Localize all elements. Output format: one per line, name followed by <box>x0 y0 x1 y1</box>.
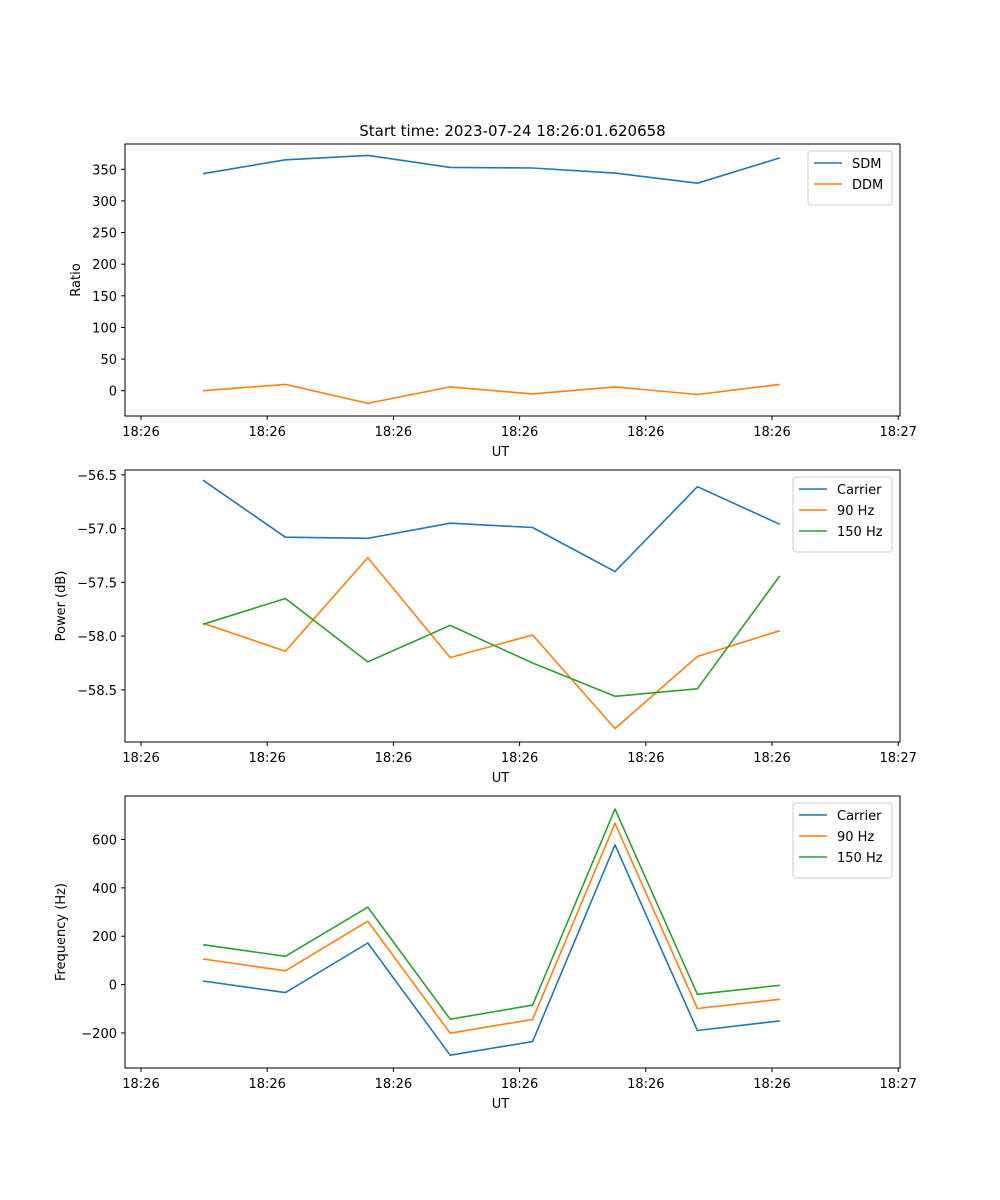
y-tick-label: −56.5 <box>77 469 117 484</box>
legend-box <box>792 802 893 879</box>
series-line-90-hz <box>202 556 781 730</box>
x-tick-label: 18:26 <box>375 1077 412 1092</box>
legend-label: SDM <box>852 157 881 172</box>
y-tick-label: 100 <box>92 321 117 336</box>
x-tick-label: 18:26 <box>375 425 412 440</box>
x-tick-label: 18:27 <box>879 751 916 766</box>
x-tick-label: 18:26 <box>627 425 664 440</box>
chart-panel-1: 18:26 18:26 18:26 18:26 18:26 18:26 18:27 0 50 10… <box>69 143 917 460</box>
legend-label: Carrier <box>837 483 882 498</box>
legend: SDM DDM <box>807 150 893 206</box>
x-axis-label: UT <box>492 1097 510 1112</box>
legend-box <box>807 150 893 206</box>
chart-panel-2: 18:26 18:26 18:26 18:26 18:26 18:26 18:27 −58.5… <box>54 469 917 786</box>
x-tick-label: 18:26 <box>627 751 664 766</box>
legend-label: DDM <box>852 178 883 193</box>
y-tick-label: 350 <box>92 163 117 178</box>
series-line-carrier <box>202 479 781 573</box>
y-tick-label: −57.5 <box>77 576 117 591</box>
x-tick-label: 18:26 <box>248 425 285 440</box>
series-line-90-hz <box>202 822 780 1034</box>
series-line-sdm <box>202 154 781 184</box>
y-tick-label: 50 <box>100 353 117 368</box>
series-line-ddm <box>202 383 780 405</box>
x-tick-label: 18:26 <box>753 751 790 766</box>
x-axis-label: UT <box>492 445 510 460</box>
x-tick-label: 18:26 <box>248 1077 285 1092</box>
y-tick-label: 200 <box>92 258 117 273</box>
plot-frame <box>124 795 901 1069</box>
legend-label: 90 Hz <box>837 830 874 845</box>
x-axis-label: UT <box>492 771 510 786</box>
x-tick-label: 18:26 <box>753 1077 790 1092</box>
legend-label: 90 Hz <box>837 504 874 519</box>
x-tick-label: 18:26 <box>248 751 285 766</box>
x-tick-label: 18:26 <box>122 425 159 440</box>
legend-label: 150 Hz <box>837 525 883 540</box>
legend-label: Carrier <box>837 809 882 824</box>
x-tick-label: 18:26 <box>122 751 159 766</box>
y-tick-label: −57.0 <box>77 523 117 538</box>
y-tick-label: 0 <box>109 385 117 400</box>
x-tick-label: 18:26 <box>753 425 790 440</box>
x-tick-label: 18:26 <box>501 1077 538 1092</box>
y-tick-label: 200 <box>92 930 117 945</box>
x-tick-label: 18:26 <box>375 751 412 766</box>
y-tick-label: −200 <box>81 1027 117 1042</box>
y-tick-label: 0 <box>109 979 117 994</box>
legend-label: 150 Hz <box>837 851 883 866</box>
x-tick-label: 18:27 <box>879 425 916 440</box>
y-tick-label: 150 <box>92 290 117 305</box>
x-tick-label: 18:27 <box>879 1077 916 1092</box>
series-line-150-hz <box>202 808 780 1021</box>
legend-box <box>792 476 893 553</box>
x-tick-label: 18:26 <box>501 751 538 766</box>
series-line-150-hz <box>202 575 781 698</box>
x-tick-label: 18:26 <box>627 1077 664 1092</box>
legend: Carrier 90 Hz 150 Hz <box>792 802 893 879</box>
x-tick-label: 18:26 <box>122 1077 159 1092</box>
y-tick-label: 300 <box>92 195 117 210</box>
y-tick-label: 600 <box>92 834 117 849</box>
y-axis-label: Power (dB) <box>54 571 69 642</box>
plot-frame <box>124 143 901 417</box>
x-tick-label: 18:26 <box>501 425 538 440</box>
figure-title: Start time: 2023-07-24 18:26:01.620658 <box>359 122 665 140</box>
y-tick-label: 400 <box>92 882 117 897</box>
chart-panel-3: 18:26 18:26 18:26 18:26 18:26 18:26 18:27 −200 0… <box>54 795 917 1112</box>
y-axis-label: Ratio <box>69 263 84 296</box>
y-tick-label: −58.0 <box>77 630 117 645</box>
legend: Carrier 90 Hz 150 Hz <box>792 476 893 553</box>
series-line-carrier <box>202 843 780 1056</box>
y-tick-label: 250 <box>92 227 117 242</box>
y-axis-label: Frequency (Hz) <box>54 883 69 981</box>
plot-frame <box>124 469 901 743</box>
y-tick-label: −58.5 <box>77 684 117 699</box>
